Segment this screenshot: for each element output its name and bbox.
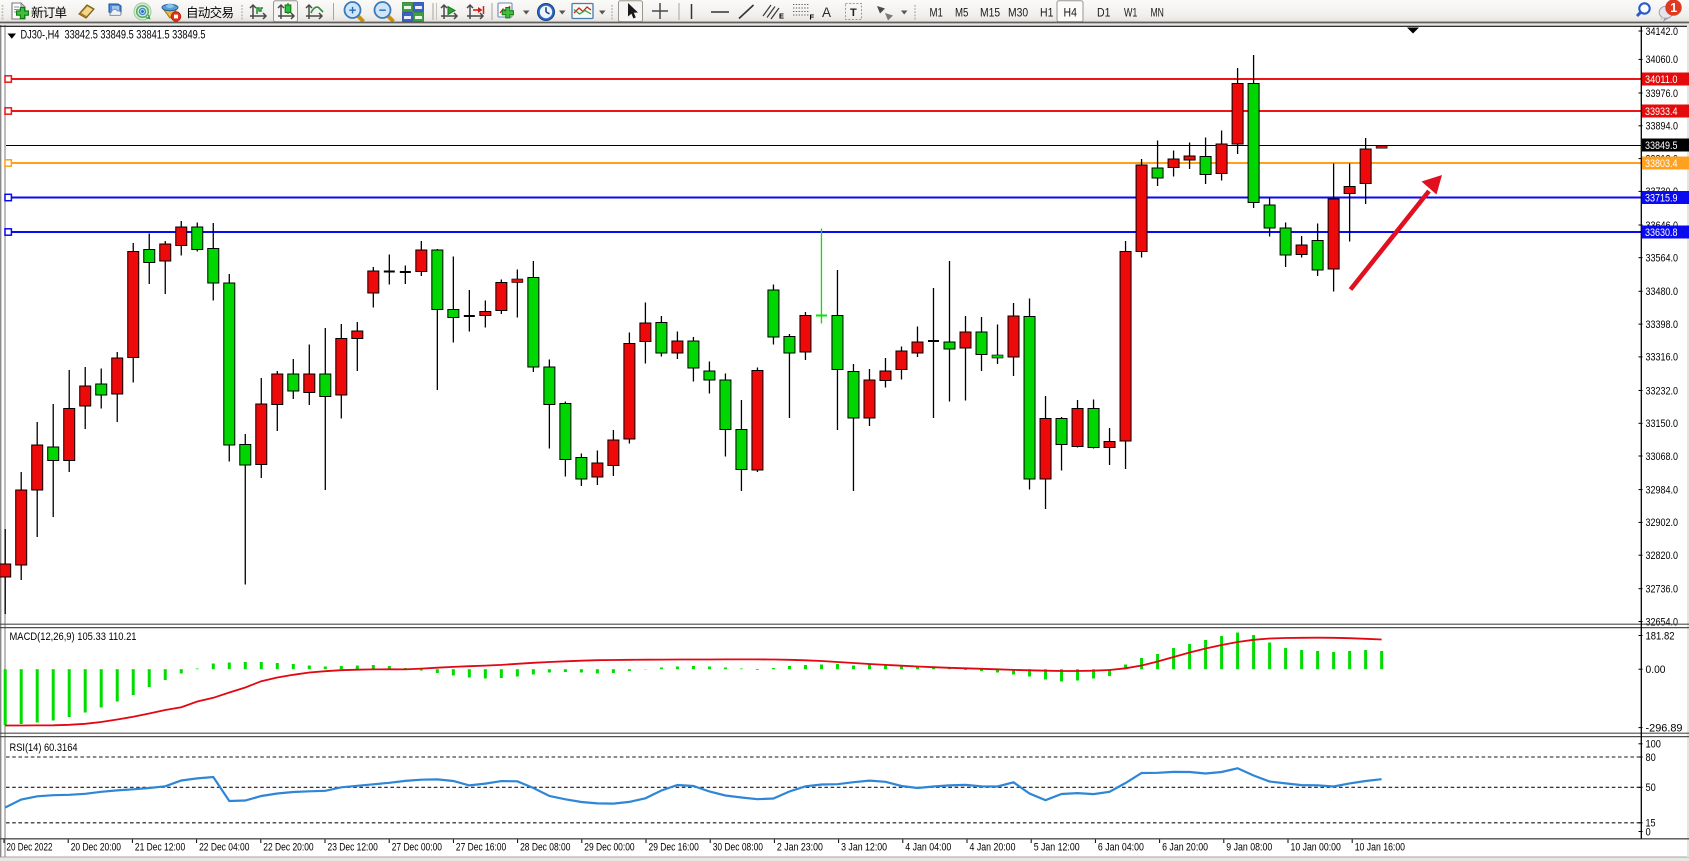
svg-text:15: 15 [1646,818,1656,830]
svg-text:6 Jan 20:00: 6 Jan 20:00 [1162,842,1208,854]
svg-text:33232.0: 33232.0 [1646,385,1679,397]
svg-text:M30: M30 [1008,8,1028,20]
svg-text:RSI(14) 60.3164: RSI(14) 60.3164 [10,742,78,754]
svg-text:32654.0: 32654.0 [1646,616,1679,628]
svg-text:32902.0: 32902.0 [1646,517,1679,529]
svg-text:M5: M5 [955,8,968,20]
svg-text:27 Dec 00:00: 27 Dec 00:00 [392,842,442,854]
svg-text:0.00: 0.00 [1646,664,1666,676]
svg-text:H4: H4 [1064,8,1078,20]
svg-text:33068.0: 33068.0 [1646,451,1679,463]
svg-text:33894.0: 33894.0 [1646,121,1679,133]
svg-text:A: A [822,5,831,20]
svg-text:MACD(12,26,9) 105.33 110.21: MACD(12,26,9) 105.33 110.21 [10,631,137,643]
svg-text:9 Jan 08:00: 9 Jan 08:00 [1226,842,1272,854]
svg-text:10 Jan 00:00: 10 Jan 00:00 [1291,842,1341,854]
svg-text:-296.89: -296.89 [1646,722,1683,734]
svg-text:22 Dec 04:00: 22 Dec 04:00 [199,842,249,854]
svg-text:6 Jan 04:00: 6 Jan 04:00 [1098,842,1144,854]
svg-text:22 Dec 20:00: 22 Dec 20:00 [263,842,313,854]
svg-text:10 Jan 16:00: 10 Jan 16:00 [1355,842,1405,854]
svg-text:33630.8: 33630.8 [1645,227,1678,239]
svg-text:4 Jan 04:00: 4 Jan 04:00 [905,842,951,854]
svg-text:23 Dec 12:00: 23 Dec 12:00 [328,842,378,854]
svg-text:33316.0: 33316.0 [1646,352,1679,364]
svg-text:34011.0: 34011.0 [1645,74,1678,86]
svg-text:33976.0: 33976.0 [1646,88,1679,100]
svg-text:1: 1 [1670,1,1677,15]
svg-text:32736.0: 32736.0 [1646,584,1679,596]
svg-text:33849.5: 33849.5 [1645,140,1678,152]
svg-text:−: − [379,3,387,18]
svg-text:新订单: 新订单 [31,5,67,20]
svg-text:32984.0: 32984.0 [1646,484,1679,496]
svg-text:33150.0: 33150.0 [1646,418,1679,430]
svg-text:H1: H1 [1040,8,1053,20]
svg-text:32820.0: 32820.0 [1646,550,1679,562]
svg-text:0: 0 [1646,826,1651,838]
svg-text:33715.9: 33715.9 [1645,192,1678,204]
svg-text:34142.0: 34142.0 [1646,26,1679,38]
svg-text:28 Dec 08:00: 28 Dec 08:00 [520,842,570,854]
svg-text:80: 80 [1646,752,1656,764]
svg-text:181.82: 181.82 [1646,630,1675,642]
svg-text:3 Jan 12:00: 3 Jan 12:00 [841,842,887,854]
svg-text:5 Jan 12:00: 5 Jan 12:00 [1034,842,1080,854]
svg-text:100: 100 [1646,739,1661,751]
svg-text:50: 50 [1646,782,1656,794]
svg-text:M15: M15 [980,8,1000,20]
svg-text:33564.0: 33564.0 [1646,253,1679,265]
svg-text:W1: W1 [1124,8,1137,20]
svg-text:DJ30-,H4 33842.5 33849.5 3384: DJ30-,H4 33842.5 33849.5 33841.5 33849.5 [21,30,206,42]
svg-text:D1: D1 [1097,8,1110,20]
svg-text:+: + [349,3,357,18]
svg-text:33480.0: 33480.0 [1646,286,1679,298]
svg-text:M1: M1 [930,8,943,20]
svg-text:20 Dec 20:00: 20 Dec 20:00 [71,842,121,854]
svg-text:21 Dec 12:00: 21 Dec 12:00 [135,842,185,854]
svg-text:33803.4: 33803.4 [1645,158,1678,170]
svg-text:27 Dec 16:00: 27 Dec 16:00 [456,842,506,854]
svg-text:29 Dec 16:00: 29 Dec 16:00 [649,842,699,854]
svg-text:29 Dec 00:00: 29 Dec 00:00 [584,842,634,854]
svg-text:33398.0: 33398.0 [1646,319,1679,331]
svg-text:2 Jan 23:00: 2 Jan 23:00 [777,842,823,854]
svg-text:4 Jan 20:00: 4 Jan 20:00 [970,842,1016,854]
svg-text:E: E [779,12,784,21]
svg-text:20 Dec 2022: 20 Dec 2022 [7,842,53,854]
svg-text:F: F [810,13,815,22]
svg-text:34060.0: 34060.0 [1646,54,1679,66]
svg-text:自动交易: 自动交易 [186,5,234,20]
svg-text:33933.4: 33933.4 [1645,106,1678,118]
svg-text:T: T [850,7,857,19]
svg-text:MN: MN [1151,8,1164,20]
svg-text:30 Dec 08:00: 30 Dec 08:00 [713,842,763,854]
